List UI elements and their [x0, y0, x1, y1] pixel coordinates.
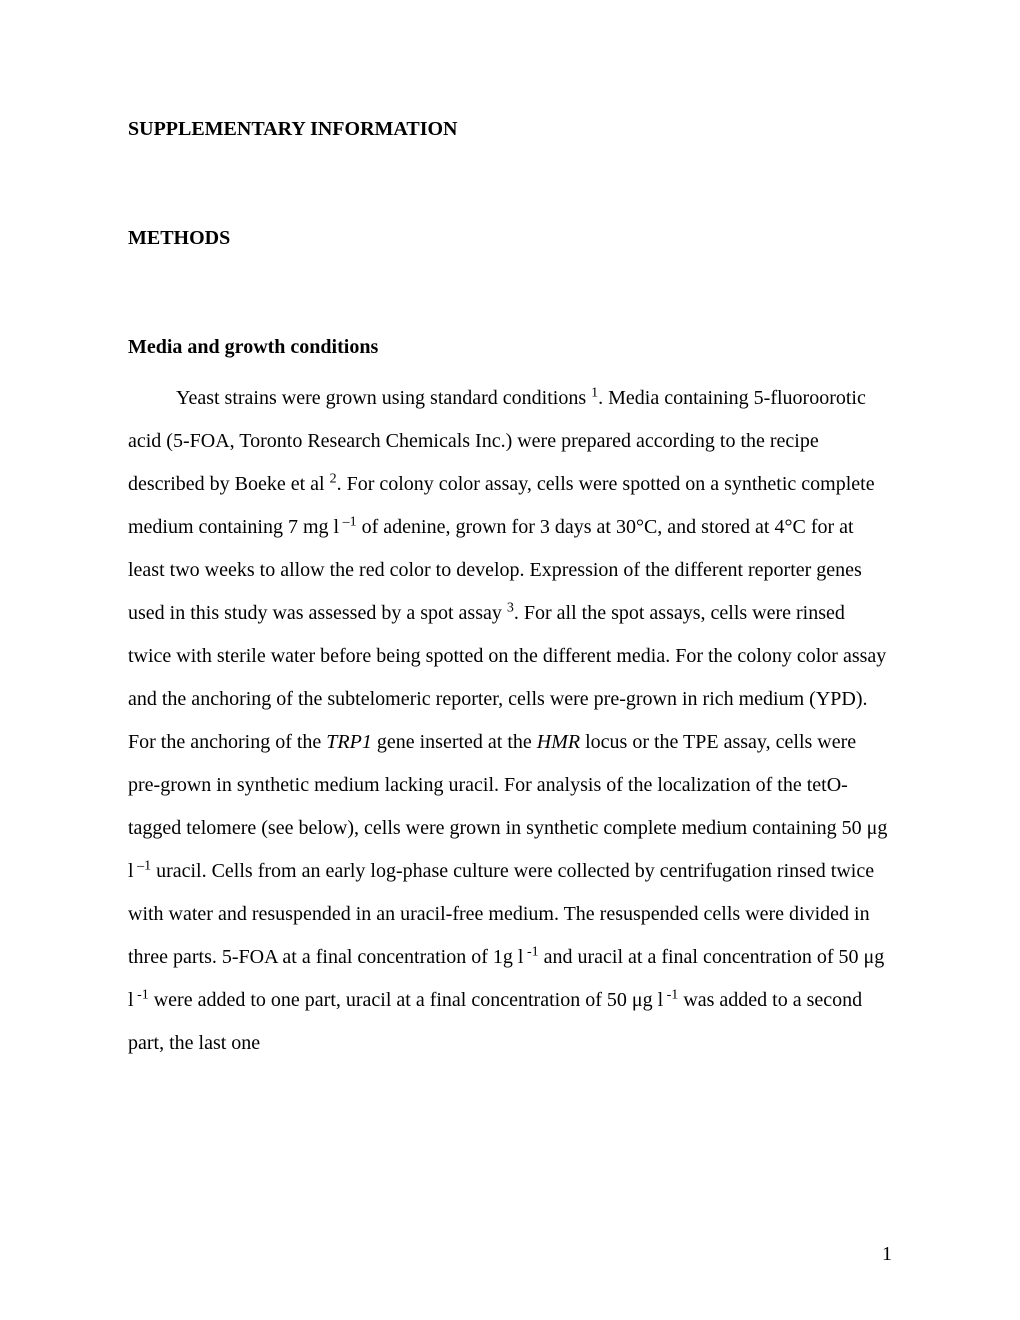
text-segment: gene inserted at the — [372, 731, 537, 753]
gene-name: HMR — [537, 731, 580, 753]
reference-superscript: 2 — [330, 471, 337, 486]
main-heading: SUPPLEMENTARY INFORMATION — [128, 118, 892, 141]
page-number: 1 — [882, 1243, 892, 1266]
section-heading: METHODS — [128, 227, 892, 250]
unit-superscript: -1 — [663, 987, 678, 1002]
text-segment: Yeast strains were grown using standard … — [176, 387, 591, 409]
body-paragraph: Yeast strains were grown using standard … — [128, 377, 892, 1065]
text-segment: were added to one part, uracil at a fina… — [149, 989, 663, 1011]
unit-superscript: -1 — [523, 944, 538, 959]
document-page: SUPPLEMENTARY INFORMATION METHODS Media … — [0, 0, 1020, 1320]
subsection-heading: Media and growth conditions — [128, 336, 892, 359]
unit-superscript: –1 — [134, 858, 152, 873]
unit-superscript: -1 — [134, 987, 149, 1002]
gene-name: TRP1 — [326, 731, 372, 753]
reference-superscript: 3 — [507, 600, 514, 615]
unit-superscript: –1 — [339, 514, 357, 529]
